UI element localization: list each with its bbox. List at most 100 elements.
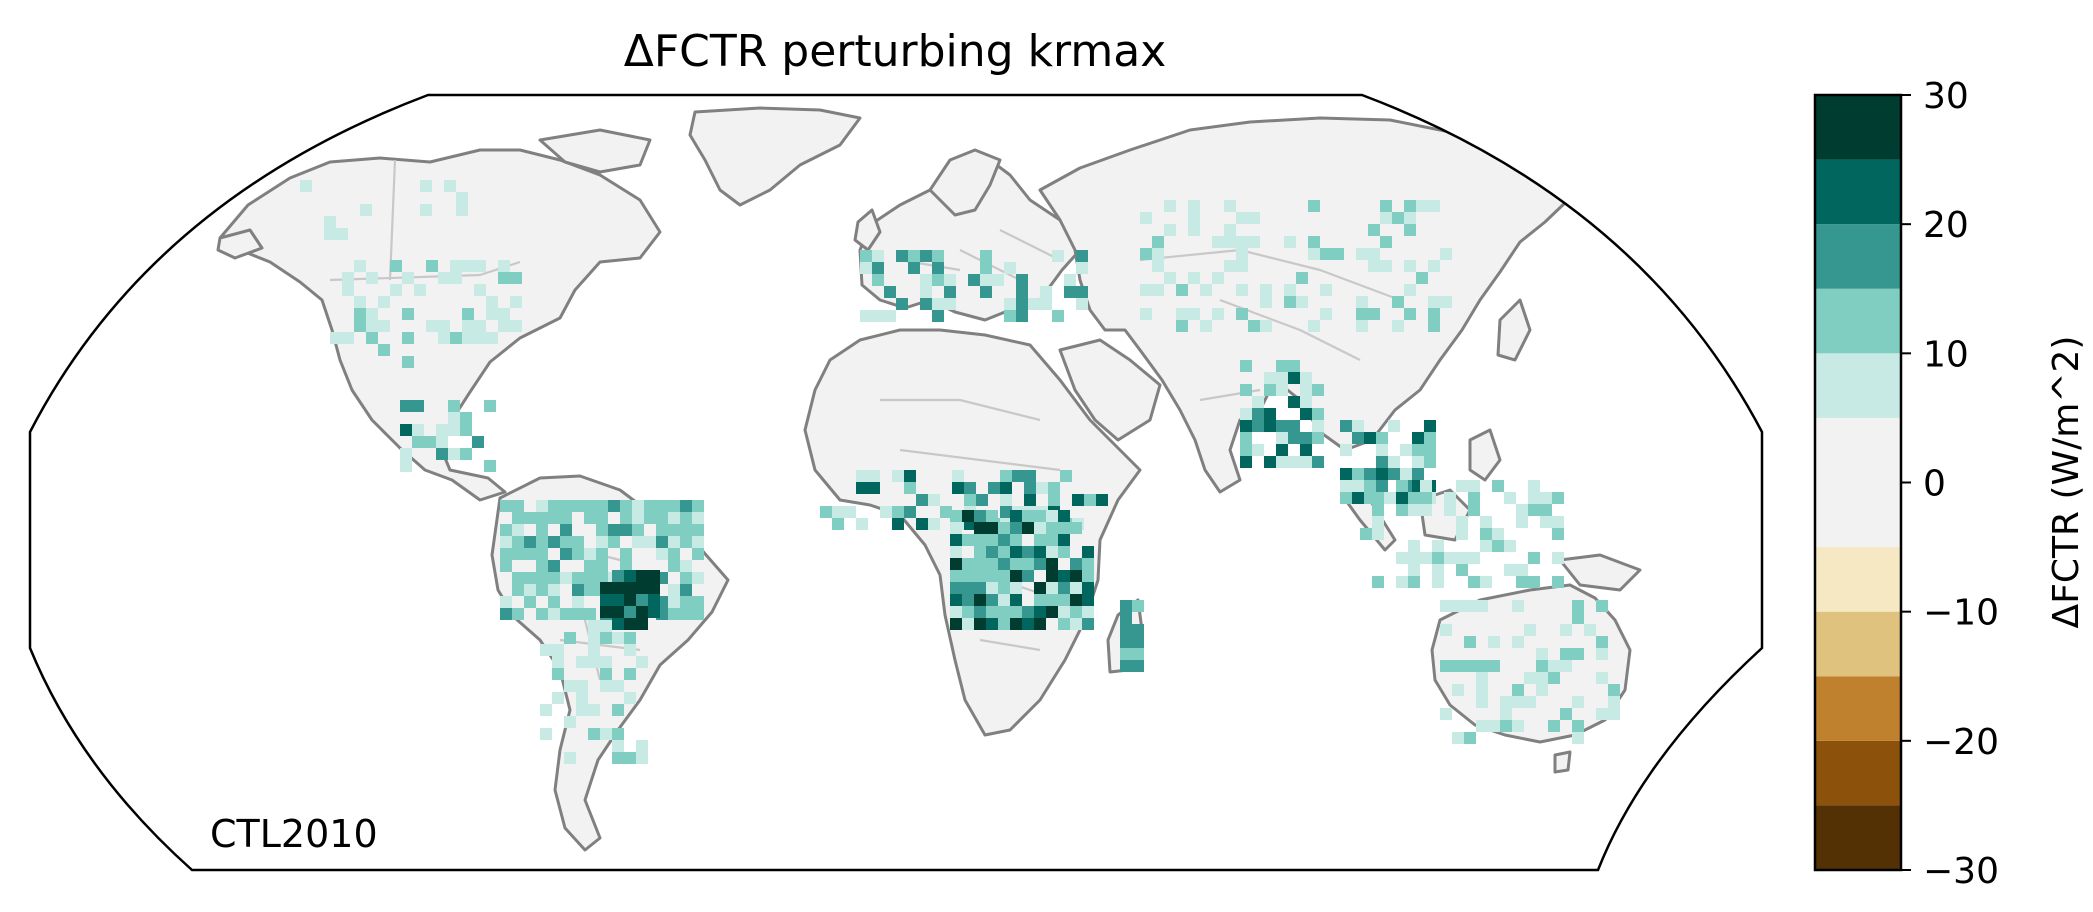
anomaly-cell (1596, 708, 1608, 720)
anomaly-cell (1516, 504, 1528, 516)
anomaly-cell (1480, 528, 1492, 540)
anomaly-cell (474, 332, 486, 344)
anomaly-cell (1492, 480, 1504, 492)
anomaly-cell (680, 572, 692, 584)
anomaly-cell (560, 608, 572, 620)
anomaly-cell (500, 608, 512, 620)
anomaly-cell (1608, 708, 1620, 720)
anomaly-cell (986, 606, 998, 618)
anomaly-cell (940, 506, 952, 518)
anomaly-cell (1058, 618, 1070, 630)
anomaly-cell (536, 512, 548, 524)
anomaly-cell (1528, 576, 1540, 588)
anomaly-cell (1516, 576, 1528, 588)
anomaly-cell (1476, 660, 1488, 672)
anomaly-cell (1200, 320, 1212, 332)
anomaly-cell (624, 668, 636, 680)
anomaly-cell (1212, 308, 1224, 320)
anomaly-cell (584, 500, 596, 512)
anomaly-cell (1236, 308, 1248, 320)
anomaly-cell (986, 594, 998, 606)
anomaly-cell (1010, 546, 1022, 558)
anomaly-cell (1404, 200, 1416, 212)
anomaly-cell (1308, 248, 1320, 260)
anomaly-cell (1356, 320, 1368, 332)
anomaly-cell (498, 320, 510, 332)
anomaly-cell (1034, 558, 1046, 570)
anomaly-cell (1560, 624, 1572, 636)
anomaly-cell (692, 608, 704, 620)
anomaly-cell (564, 632, 576, 644)
anomaly-cell (950, 618, 962, 630)
anomaly-cell (1240, 420, 1252, 432)
anomaly-cell (498, 272, 510, 284)
anomaly-cell (1480, 576, 1492, 588)
anomaly-cell (964, 494, 976, 506)
anomaly-cell (588, 632, 600, 644)
anomaly-cell (1428, 320, 1440, 332)
anomaly-cell (612, 740, 624, 752)
anomaly-cell (1236, 212, 1248, 224)
anomaly-cell (436, 448, 448, 460)
anomaly-cell (1236, 236, 1248, 248)
anomaly-cell (992, 274, 1004, 286)
anomaly-cell (1300, 396, 1312, 408)
anomaly-cell (596, 500, 608, 512)
anomaly-cell (1372, 516, 1384, 528)
anomaly-cell (536, 548, 548, 560)
anomaly-cell (1492, 528, 1504, 540)
anomaly-cell (600, 656, 612, 668)
anomaly-cell (1384, 492, 1396, 504)
anomaly-cell (856, 482, 868, 494)
anomaly-cell (952, 482, 964, 494)
anomaly-cell (950, 606, 962, 618)
anomaly-cell (644, 500, 656, 512)
anomaly-cell (680, 584, 692, 596)
anomaly-cell (1408, 504, 1420, 516)
anomaly-cell (330, 332, 342, 344)
anomaly-cell (1424, 420, 1436, 432)
anomaly-cell (944, 298, 956, 310)
anomaly-cell (560, 500, 572, 512)
anomaly-cell (986, 582, 998, 594)
anomaly-cell (1528, 492, 1540, 504)
anomaly-cell (1364, 468, 1376, 480)
anomaly-cell (572, 500, 584, 512)
anomaly-cell (588, 704, 600, 716)
anomaly-cell (1288, 456, 1300, 468)
anomaly-cell (1412, 456, 1424, 468)
anomaly-cell (964, 482, 976, 494)
anomaly-cell (950, 558, 962, 570)
anomaly-cell (1512, 636, 1524, 648)
anomaly-cell (354, 296, 366, 308)
anomaly-cell (584, 512, 596, 524)
anomaly-cell (1096, 494, 1108, 506)
anomaly-cell (1536, 672, 1548, 684)
anomaly-cell (572, 536, 584, 548)
anomaly-cell (536, 560, 548, 572)
anomaly-cell (856, 518, 868, 530)
anomaly-cell (596, 524, 608, 536)
anomaly-cell (612, 582, 624, 594)
anomaly-cell (584, 608, 596, 620)
anomaly-cell (1252, 420, 1264, 432)
anomaly-cell (636, 570, 648, 582)
anomaly-cell (920, 298, 932, 310)
anomaly-cell (928, 494, 940, 506)
anomaly-cell (1444, 504, 1456, 516)
anomaly-cell (1052, 250, 1064, 262)
anomaly-cell (436, 436, 448, 448)
anomaly-cell (588, 656, 600, 668)
anomaly-cell (1076, 286, 1088, 298)
anomaly-cell (1082, 546, 1094, 558)
anomaly-cell (668, 608, 680, 620)
anomaly-cell (1388, 420, 1400, 432)
anomaly-cell (932, 262, 944, 274)
anomaly-cell (548, 572, 560, 584)
anomaly-cell (648, 582, 660, 594)
colorbar-band (1815, 611, 1901, 677)
anomaly-cell (560, 548, 572, 560)
anomaly-cell (1260, 320, 1272, 332)
anomaly-cell (1164, 200, 1176, 212)
anomaly-cell (1572, 600, 1584, 612)
